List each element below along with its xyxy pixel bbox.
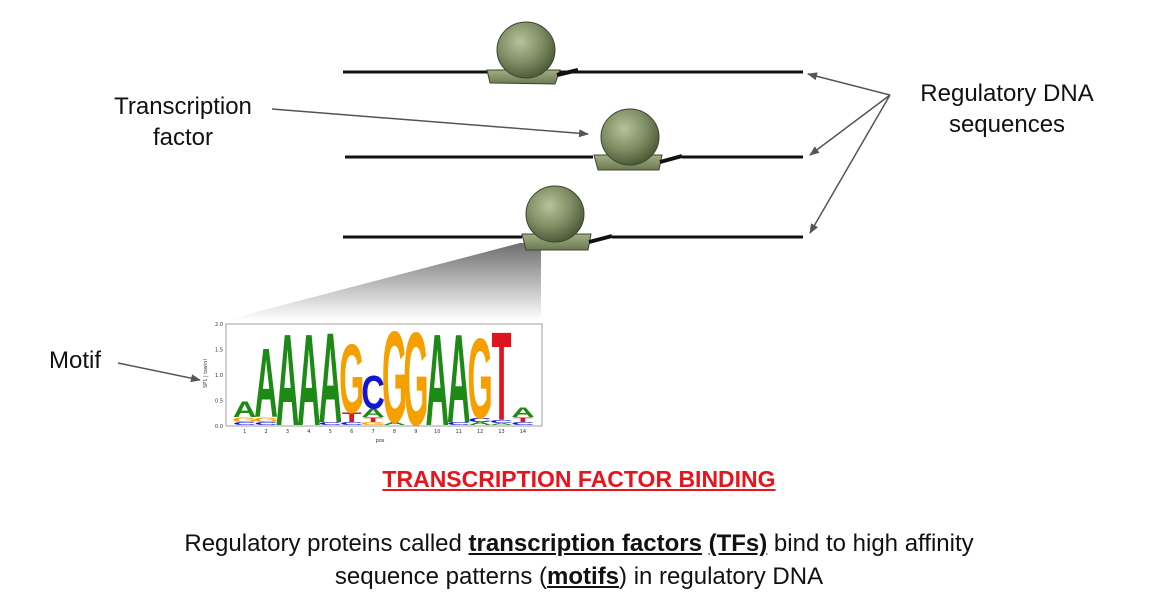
logo-x-tick: 2	[265, 429, 268, 435]
logo-letter-t: T	[342, 410, 362, 425]
logo-letter-g: G	[382, 305, 407, 450]
logo-letter-a: A	[276, 308, 299, 453]
logo-letter-c: C	[490, 419, 514, 424]
label-regulatory-line2: sequences	[949, 111, 1065, 138]
logo-x-tick: 1	[243, 429, 246, 435]
slide-title: TRANSCRIPTION FACTOR BINDING	[382, 466, 776, 492]
desc1-space	[702, 530, 709, 557]
term-tfs: (TFs)	[708, 530, 768, 557]
term-motifs: motifs	[547, 563, 620, 590]
arrow-regulatory-1	[807, 72, 891, 96]
logo-letter-a: A	[468, 421, 492, 426]
logo-letter-g: G	[467, 315, 492, 443]
logo-letter-g: G	[232, 416, 257, 424]
desc2-post: ) in regulatory DNA	[619, 563, 824, 590]
logo-letter-c: C	[254, 421, 278, 426]
logo-letter-c: C	[233, 421, 257, 426]
logo-y-axis-label: SP1 | tswinl	[203, 359, 209, 388]
sequence-logo: 2.01.51.00.50.0 1 2 3 4 5 6 7 8 9 10 11 12 13 14 SP1 …	[203, 304, 543, 454]
zoom-cone	[226, 243, 541, 320]
arrow-regulatory-3	[809, 94, 891, 234]
logo-x-axis-label: pos	[376, 438, 385, 444]
logo-letter-c: C	[361, 365, 384, 419]
term-transcription-factors: transcription factors	[468, 530, 702, 557]
logo-letter-a: A	[233, 397, 256, 421]
logo-letter-c: C	[511, 421, 535, 426]
logo-x-tick: 11	[456, 429, 462, 435]
description-line-2: sequence patterns (motifs) in regulatory…	[0, 563, 1158, 591]
arrow-transcription-factor	[271, 108, 589, 138]
logo-letter-a: A	[511, 405, 534, 420]
logo-letter-a: A	[361, 407, 385, 420]
logo-letter-c: C	[447, 421, 471, 426]
logo-y-ticks: 2.0 1.5 1.0 0.5 0.0	[215, 322, 223, 430]
logo-x-tick: 5	[329, 429, 332, 435]
logo-x-tick: 13	[498, 429, 504, 435]
logo-letter-g: G	[339, 325, 364, 434]
transcription-factor-2	[593, 108, 683, 171]
logo-x-tick: 4	[307, 429, 310, 435]
logo-letter-c: C	[340, 421, 364, 426]
logo-letter-a: A	[319, 307, 342, 450]
description-line-1: Regulatory proteins called transcription…	[0, 530, 1158, 558]
logo-y-tick: 0.5	[215, 399, 223, 405]
desc2-pre: sequence patterns (	[334, 563, 548, 590]
label-motif: Motif	[49, 347, 101, 374]
logo-x-tick: 14	[520, 429, 526, 435]
desc1-post: bind to high affinity	[767, 530, 974, 557]
logo-x-tick: 9	[414, 429, 417, 435]
logo-x-tick: 10	[434, 429, 440, 435]
logo-letter-g: G	[360, 421, 385, 426]
label-transcription-factor-line2: factor	[153, 124, 213, 151]
transcription-factor-1	[486, 21, 579, 85]
arrow-regulatory-2	[809, 94, 891, 156]
logo-letter-t: T	[513, 416, 534, 424]
logo-letter-c: C	[468, 417, 492, 423]
logo-letter-a: A	[426, 308, 449, 453]
logo-frame	[225, 323, 543, 427]
transcription-factor-3	[521, 185, 613, 251]
logo-letter-g: G	[403, 304, 428, 454]
logo-x-tick: 12	[477, 429, 483, 435]
logo-x-tick: 6	[350, 429, 353, 435]
label-transcription-factor-line1: Transcription	[114, 93, 252, 120]
logo-x-tick: 7	[372, 429, 375, 435]
logo-x-tick: 8	[393, 429, 396, 435]
desc1-pre: Regulatory proteins called	[184, 530, 469, 557]
logo-letter-a: A	[383, 421, 407, 426]
logo-letter-c: C	[319, 421, 343, 426]
label-regulatory-line1: Regulatory DNA	[920, 80, 1093, 107]
logo-letter-g: G	[253, 416, 278, 424]
logo-y-tick: 0.0	[215, 424, 223, 430]
logo-x-tick: 3	[286, 429, 289, 435]
arrow-motif	[117, 362, 201, 383]
logo-y-tick: 1.5	[215, 348, 223, 354]
logo-x-ticks: 1 2 3 4 5 6 7 8 9 10 11 12 13 14	[243, 429, 526, 435]
logo-letter-a: A	[447, 307, 470, 449]
logo-letter-t: T	[363, 416, 384, 424]
logo-y-tick: 1.0	[215, 373, 223, 379]
logo-letter-a: A	[254, 330, 277, 439]
logo-letter-t: T	[492, 305, 512, 447]
logo-letter-a: A	[297, 308, 320, 453]
logo-y-tick: 2.0	[215, 322, 223, 328]
logo-letter-a: A	[490, 423, 513, 426]
